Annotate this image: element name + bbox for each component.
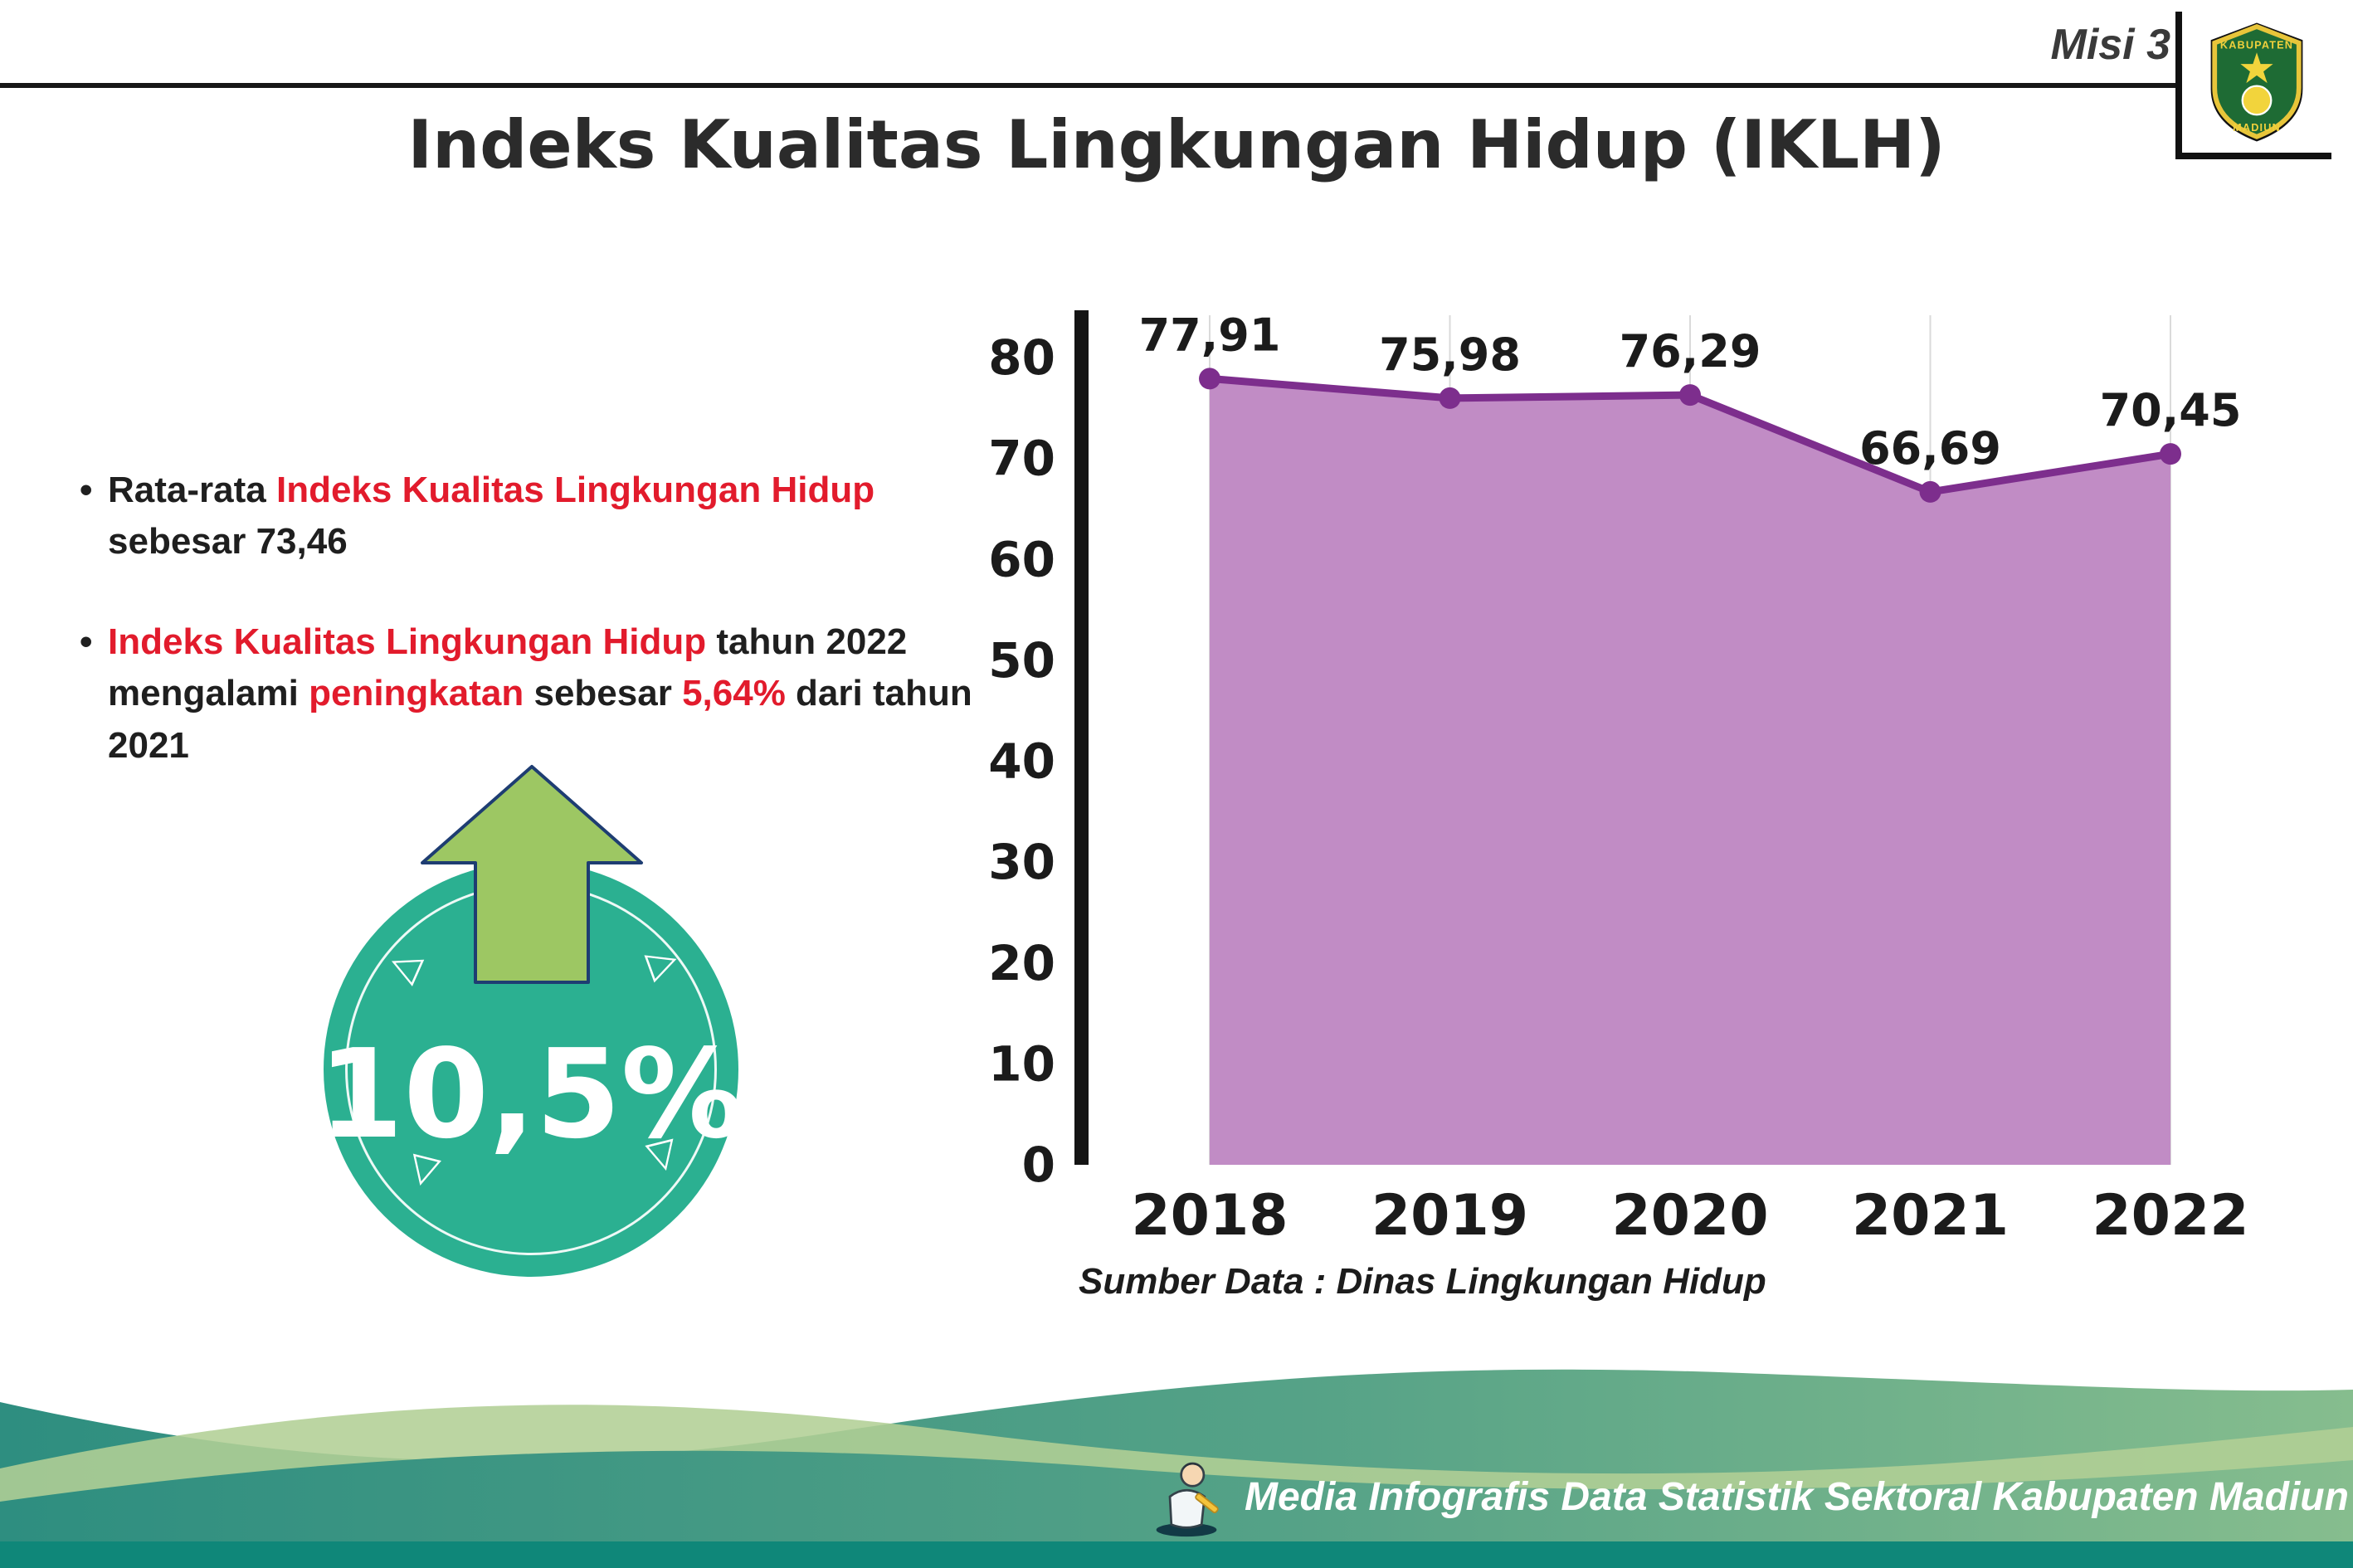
bullet-segment: Rata-rata — [108, 470, 276, 510]
y-tick-label: 60 — [988, 531, 1055, 587]
bullet-segment: peningkatan — [309, 673, 524, 714]
bullet-item: • Indeks Kualitas Lingkungan Hidup tahun … — [80, 616, 1009, 772]
y-tick-label: 40 — [988, 733, 1055, 790]
bullet-item: • Rata-rata Indeks Kualitas Lingkungan Hi… — [80, 465, 1009, 568]
crest-star-icon — [2240, 52, 2273, 84]
kabupaten-madiun-logo: KABUPATEN MADIUN — [2175, 12, 2331, 159]
crest-top-text: KABUPATEN — [2220, 40, 2293, 51]
bullet-segment: 5,64% — [682, 673, 786, 714]
bullet-segment: Indeks Kualitas Lingkungan Hidup — [275, 470, 875, 510]
value-label: 75,98 — [1379, 329, 1521, 381]
x-tick-label: 2018 — [1131, 1183, 1288, 1249]
header-rule — [0, 83, 2180, 88]
kabupaten-madiun-crest-icon: KABUPATEN MADIUN — [2210, 22, 2303, 142]
page-title: Indeks Kualitas Lingkungan Hidup (IKLH) — [407, 106, 1946, 183]
x-tick-label: 2021 — [1852, 1183, 2009, 1249]
data-point — [1439, 387, 1461, 409]
bullet-segment: dari tahun 2021 — [108, 673, 972, 766]
chart-canvas: 77,91 2018 75,98 2019 76,29 2020 66,69 2021 70,4… — [988, 309, 2248, 1249]
y-tick-label: 30 — [988, 834, 1055, 890]
crest-bottom-text: MADIUN — [2233, 122, 2281, 134]
y-tick-label: 10 — [988, 1035, 1055, 1092]
y-tick-label: 70 — [988, 431, 1055, 487]
bullet-segment: tahun 2022 mengalami — [108, 621, 908, 714]
iklh-area-chart: 77,91 2018 75,98 2019 76,29 2020 66,69 2021 70,4… — [954, 274, 2315, 1336]
value-label: 77,91 — [1139, 309, 1281, 361]
value-label: 66,69 — [1859, 422, 2001, 475]
y-tick-label: 20 — [988, 935, 1055, 991]
y-tick-label: 0 — [1022, 1137, 1055, 1193]
footer-credit: Media Infografis Data Statistik Sektoral… — [1148, 1455, 2353, 1538]
increase-percent-value: 10,5% — [318, 1023, 744, 1166]
bullet-dot-icon: • — [80, 470, 93, 510]
bullet-list: • Rata-rata Indeks Kualitas Lingkungan Hi… — [80, 465, 1009, 820]
x-tick-label: 2022 — [2092, 1183, 2248, 1249]
data-point — [1679, 384, 1701, 407]
bullet-dot-icon: • — [80, 621, 93, 662]
y-axis-bar — [1074, 310, 1089, 1165]
value-label: 70,45 — [2100, 384, 2242, 436]
y-tick-label: 50 — [988, 632, 1055, 689]
bullet-segment: sebesar 73,46 — [108, 521, 348, 562]
x-tick-label: 2019 — [1371, 1183, 1528, 1249]
footer-credit-text: Media Infografis Data Statistik Sektoral… — [1245, 1474, 2353, 1519]
data-point — [1199, 368, 1220, 390]
misi-label: Misi 3 — [2050, 21, 2171, 69]
area-fill — [1210, 378, 2170, 1165]
bullet-segment: Indeks Kualitas Lingkungan Hidup — [108, 621, 707, 662]
mascot-icon — [1156, 1462, 1219, 1537]
chart-source-caption: Sumber Data : Dinas Lingkungan Hidup — [1079, 1261, 1766, 1302]
value-label: 76,29 — [1620, 325, 1761, 377]
bullet-segment: sebesar — [524, 673, 683, 714]
up-arrow-icon — [419, 763, 645, 986]
x-tick-label: 2020 — [1611, 1183, 1768, 1249]
data-point — [1919, 480, 1941, 503]
y-tick-label: 80 — [988, 329, 1055, 386]
data-point — [2160, 443, 2181, 465]
